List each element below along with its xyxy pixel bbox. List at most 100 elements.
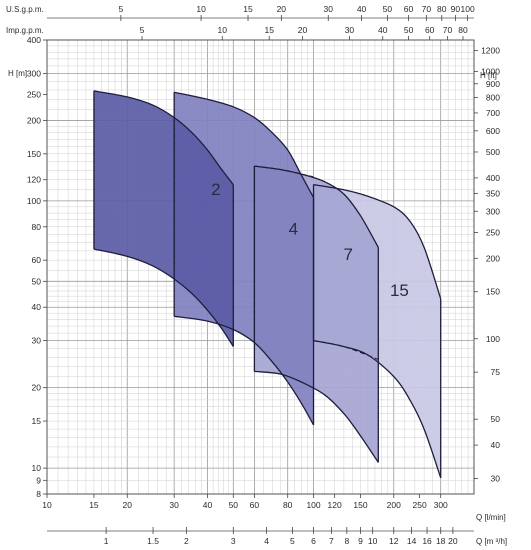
m3h-tick-label: 8 [344,536,349,546]
m3h-tick-label: 10 [368,536,378,546]
y-tick-label: 9 [36,475,41,485]
x-tick-label: 300 [434,500,448,510]
curve-labels: 2 4 7 15 [211,180,409,300]
m3h-tick-label: 14 [407,536,417,546]
curve-upper-4 [174,91,315,198]
usgpm-tick-label: 10 [196,4,206,14]
ft-tick-label: 150 [486,287,500,297]
impgpm-tick-label: 60 [425,25,435,35]
x-tick-label: 200 [387,500,401,510]
y-tick-label: 300 [27,68,41,78]
m3h-tick-label: 1.5 [147,536,159,546]
usgpm-tick-label: 50 [383,4,393,14]
impgpm-axis-label: Imp.g.p.m. [6,26,44,35]
y-tick-label: 150 [27,149,41,159]
m3h-tick-label: 12 [389,536,399,546]
curve-label-4: 4 [289,219,298,238]
curve-areas [93,90,441,478]
impgpm-tick-label: 15 [264,25,274,35]
curve-lower-7 [254,370,379,463]
curve-lower-15 [313,339,442,479]
x-tick-label: 150 [353,500,367,510]
usgpm-tick-label: 60 [404,4,414,14]
usgpm-tick-label: 15 [243,4,253,14]
ft-tick-label: 900 [486,79,500,89]
curve-label-2: 2 [211,180,220,199]
x-tick-label: 80 [283,500,293,510]
ft-tick-label: 30 [491,473,501,483]
m3h-tick-label: 6 [311,536,316,546]
y-tick-label: 15 [32,416,42,426]
usgpm-tick-label: 40 [357,4,367,14]
impgpm-tick-label: 30 [345,25,355,35]
impgpm-tick-label: 40 [378,25,388,35]
impgpm-tick-label: 20 [298,25,308,35]
ft-tick-label: 75 [491,367,501,377]
ft-tick-label: 1200 [481,45,500,55]
m3h-tick-label: 7 [329,536,334,546]
y-axis-label: H [m] [8,69,27,78]
x-tick-label: 15 [89,500,99,510]
ft-tick-label: 400 [486,173,500,183]
usgpm-tick-label: 80 [437,4,447,14]
x-tick-label: 30 [169,500,179,510]
curve-upper-15 [313,184,442,300]
y-tick-label: 50 [32,276,42,286]
x-tick-label: 20 [122,500,132,510]
curve-lower-2 [93,248,234,347]
usgpm-tick-label: 5 [118,4,123,14]
y-tick-label: 120 [27,175,41,185]
y-tick-label: 100 [27,196,41,206]
x-tick-label: 100 [306,500,320,510]
x-tick-label: 40 [203,500,213,510]
ft-tick-label: 1000 [481,67,500,77]
x-tick-label: 50 [229,500,239,510]
y-tick-label: 10 [32,463,42,473]
m3h-tick-label: 2 [184,536,189,546]
m3h-tick-label: 20 [448,536,458,546]
m3h-tick-label: 16 [422,536,432,546]
impgpm-tick-label: 80 [458,25,468,35]
m3h-tick-label: 5 [290,536,295,546]
ft-tick-label: 350 [486,188,500,198]
y-tick-label: 20 [32,383,42,393]
impgpm-tick-label: 5 [140,25,145,35]
y-tick-label: 60 [32,255,42,265]
curve-label-7: 7 [344,245,353,264]
usgpm-axis-label: U.S.g.p.m. [6,5,44,14]
curve-upper-2 [93,90,234,186]
ft-tick-label: 100 [486,334,500,344]
curve-dashed-15 [313,340,379,361]
usgpm-tick-label: 100 [461,4,475,14]
m3h-tick-label: 1 [104,536,109,546]
ft-tick-label: 600 [486,126,500,136]
ft-tick-label: 50 [491,414,501,424]
ft-tick-label: 800 [486,92,500,102]
usgpm-tick-label: 90 [451,4,461,14]
m3h-tick-label: 9 [358,536,363,546]
y-tick-label: 80 [32,222,42,232]
x-tick-label: 60 [250,500,260,510]
x-tick-label: 10 [42,500,52,510]
usgpm-tick-label: 20 [277,4,287,14]
x-tick-label: 250 [413,500,427,510]
ft-tick-label: 250 [486,227,500,237]
curve-area-2 [93,90,234,347]
y-tick-label: 200 [27,115,41,125]
usgpm-tick-label: 30 [324,4,334,14]
ft-tick-label: 200 [486,253,500,263]
x-tick-label: 120 [328,500,342,510]
impgpm-tick-label: 10 [218,25,228,35]
y-tick-label: 8 [36,489,41,499]
m3h-tick-label: 4 [264,536,269,546]
curve-outlines [93,90,442,479]
usgpm-tick-label: 70 [422,4,432,14]
ft-tick-label: 300 [486,206,500,216]
y-tick-label: 40 [32,302,42,312]
ft-tick-label: 40 [491,440,501,450]
m3h-tick-label: 3 [231,536,236,546]
ft-axis-label: H [ft] [480,71,497,80]
plot-frame [46,39,475,495]
